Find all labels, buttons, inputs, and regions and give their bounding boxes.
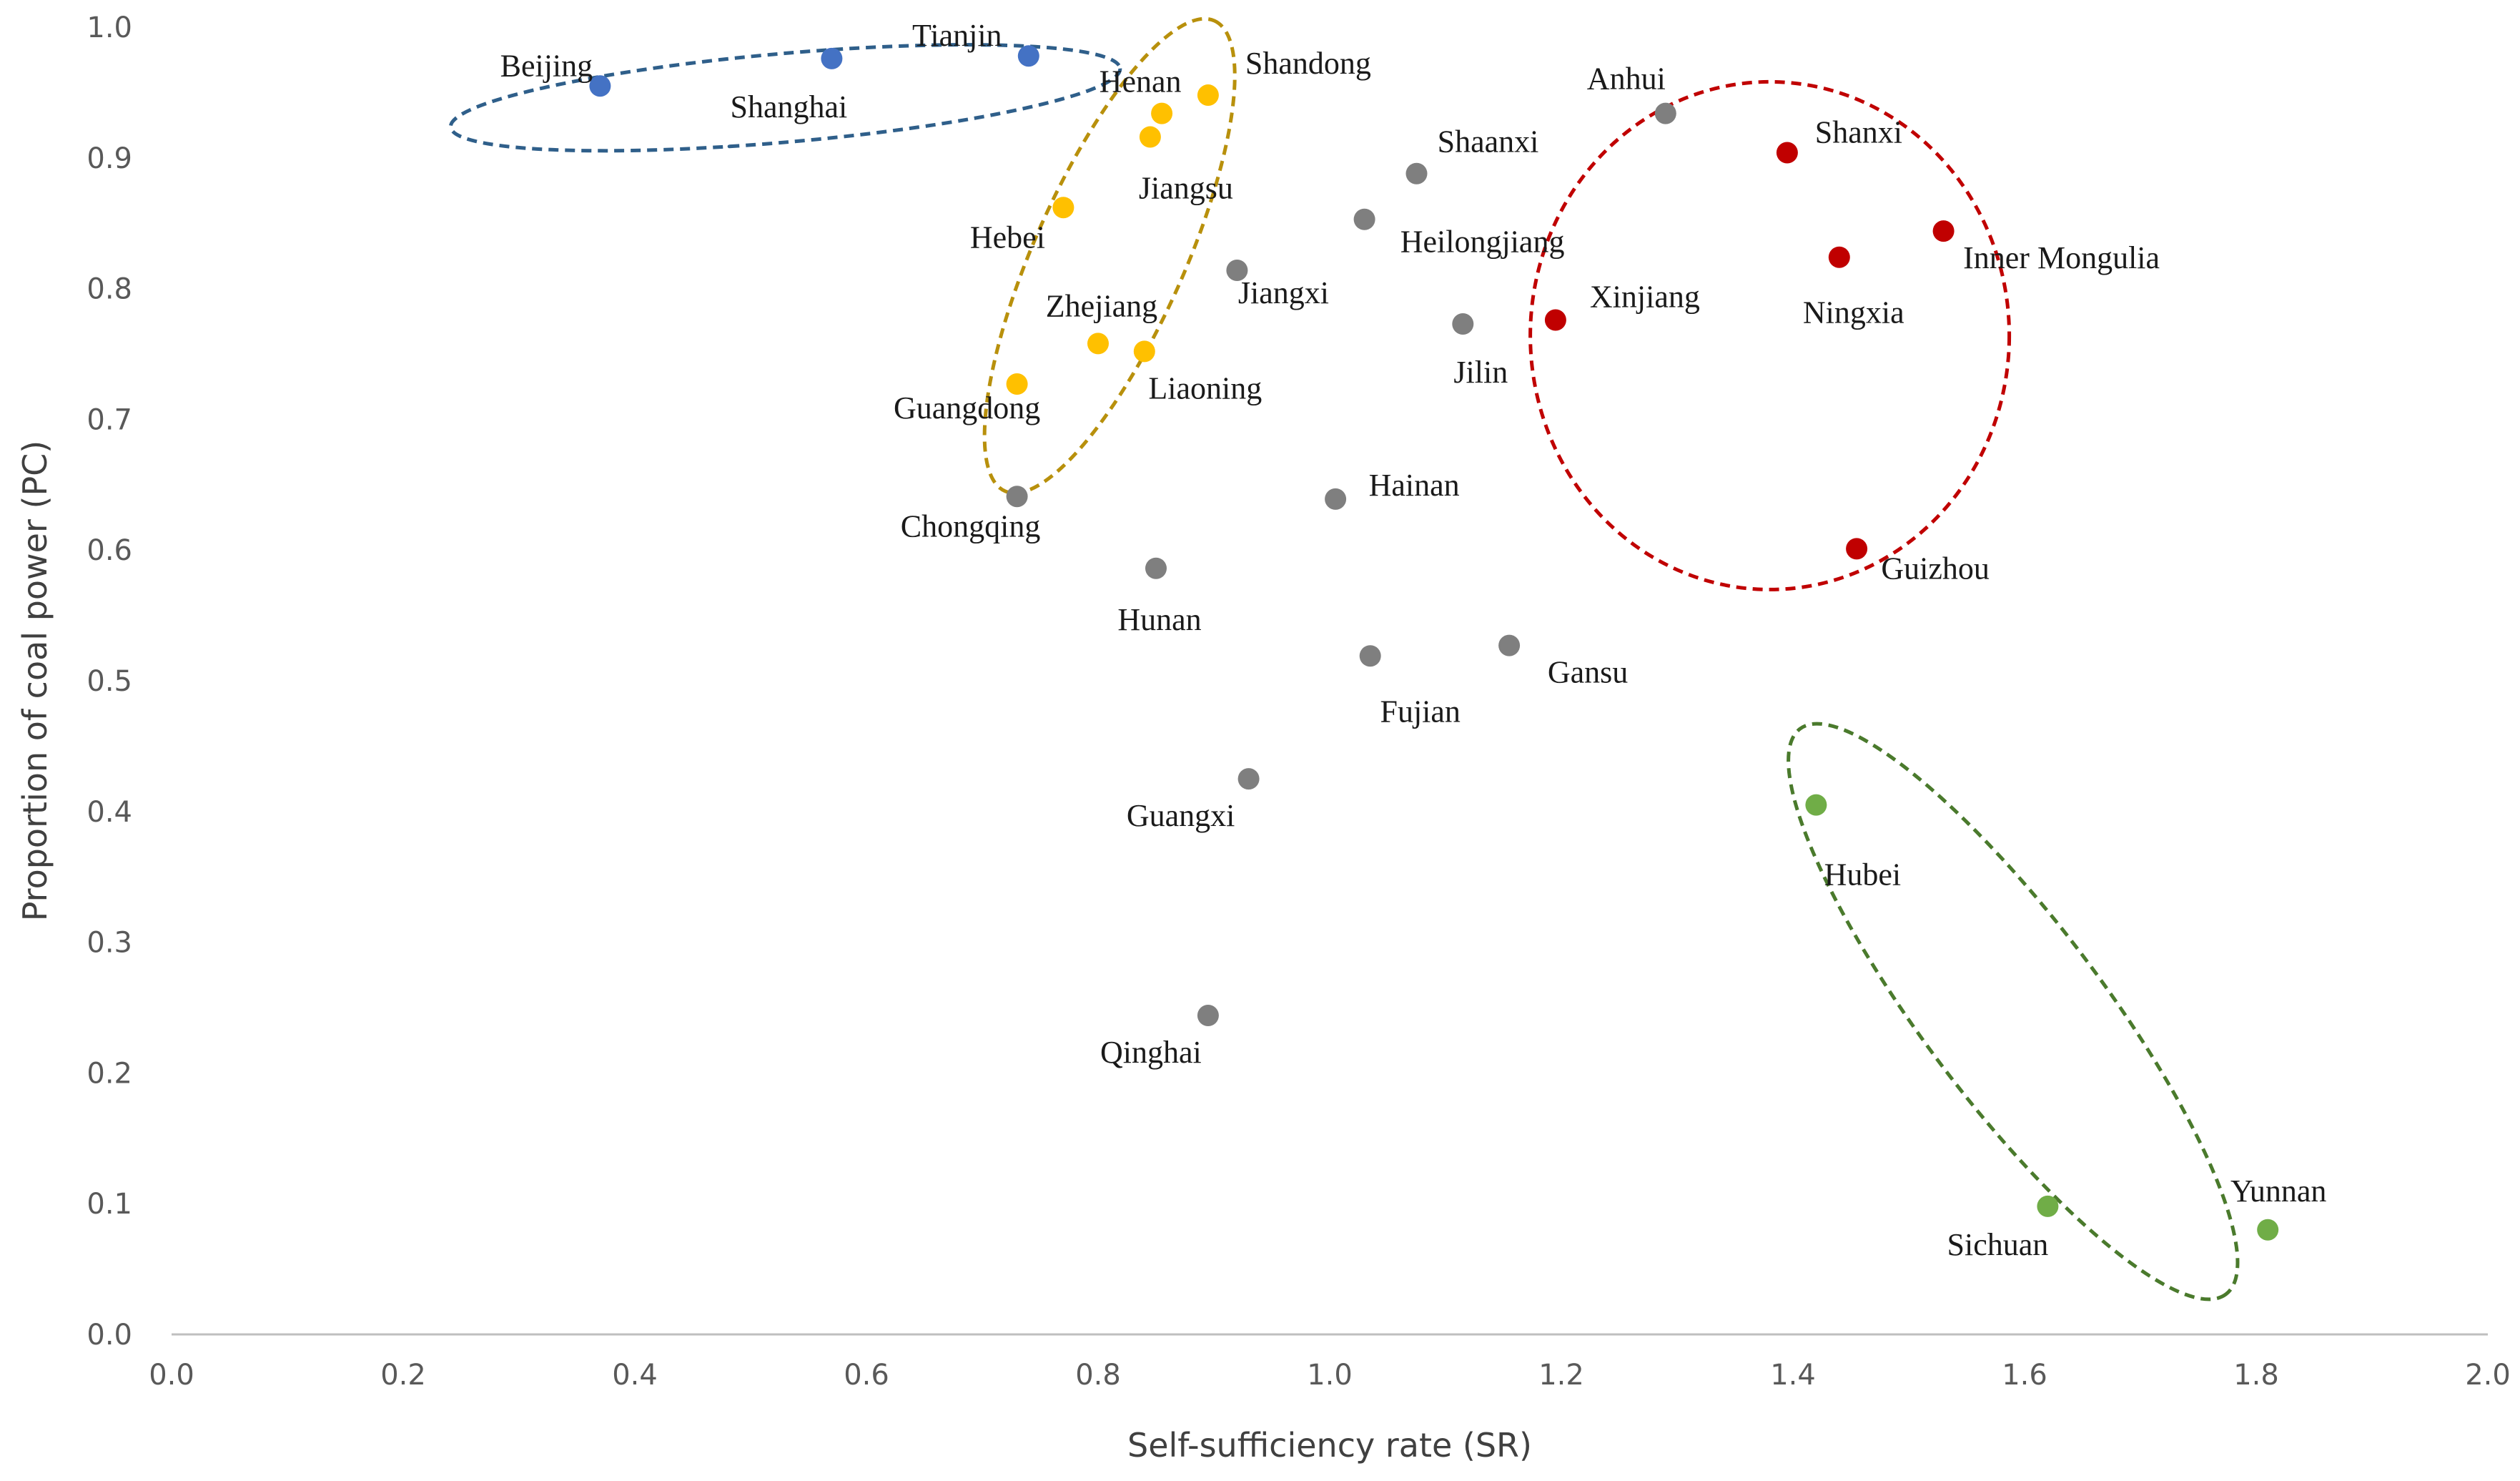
point-hunan [1145,558,1167,579]
label-henan: Henan [1100,64,1182,99]
label-shanghai: Shanghai [731,89,848,124]
x-tick-label: 0.8 [1075,1359,1121,1392]
point-fujian [1360,645,1381,666]
point-heilongjiang [1354,209,1375,230]
group-ellipses [447,0,2298,1348]
point-xinjiang [1545,309,1566,330]
label-anhui: Anhui [1587,61,1666,97]
point-sichuan [2037,1196,2058,1217]
label-ningxia: Ningxia [1803,295,1904,330]
label-guangxi: Guangxi [1127,798,1235,833]
point-shanghai [821,48,842,69]
point-liaoning [1134,340,1155,362]
label-jiangxi: Jiangxi [1238,275,1329,310]
label-jiangsu: Jiangsu [1139,171,1233,206]
point-anhui [1655,103,1676,124]
label-shandong: Shandong [1245,46,1371,81]
y-axis-title: Proportion of coal power (PC) [16,441,54,922]
x-tick-label: 1.4 [1770,1359,1816,1392]
x-tick-label: 1.8 [2233,1359,2279,1392]
point-guizhou [1846,538,1867,559]
y-tick-label: 0.9 [87,142,132,175]
y-tick-label: 0.0 [87,1319,132,1352]
y-tick-label: 1.0 [87,11,132,44]
point-gansu [1498,635,1520,656]
y-tick-label: 0.3 [87,927,132,960]
point-labels: Beijing Shanghai Tianjin Shandong Henan Jiang… [500,18,2327,1262]
chart-canvas: 0.0 0.2 0.4 0.6 0.8 1.0 1.2 1.4 1.6 1.8 2.0 0.0 0.1… [0,0,2520,1481]
x-tick-label: 0.6 [844,1359,889,1392]
label-yunnan: Yunnan [2230,1174,2326,1209]
point-zhejiang [1087,333,1109,354]
point-jiangsu [1140,127,1161,148]
label-hainan: Hainan [1369,468,1460,503]
label-shanxi: Shanxi [1815,114,1902,149]
x-tick-label: 1.6 [2002,1359,2047,1392]
label-hebei: Hebei [970,220,1045,255]
x-tick-label: 0.2 [380,1359,426,1392]
label-shaanxi: Shaanxi [1438,124,1539,159]
x-tick-label: 1.0 [1307,1359,1353,1392]
point-jilin [1452,313,1473,335]
point-qinghai [1197,1005,1219,1026]
point-tianjin [1018,45,1039,67]
point-yunnan [2257,1219,2278,1241]
point-henan [1151,103,1172,124]
point-hubei [1805,794,1827,816]
x-tick-label: 0.0 [149,1359,194,1392]
x-axis-title: Self-sufficiency rate (SR) [1127,1426,1532,1465]
label-tianjin: Tianjin [912,18,1002,53]
y-tick-label: 0.5 [87,665,132,698]
label-qinghai: Qinghai [1100,1035,1202,1070]
label-inner-mongulia: Inner Mongulia [1963,240,2160,275]
point-guangxi [1238,768,1260,789]
point-inner-mongulia [1933,220,1955,242]
label-zhejiang: Zhejiang [1046,288,1157,323]
label-gansu: Gansu [1548,655,1628,690]
label-guizhou: Guizhou [1881,551,1990,586]
label-fujian: Fujian [1380,694,1460,729]
x-tick-label: 0.4 [612,1359,658,1392]
point-ningxia [1829,247,1850,268]
y-tick-label: 0.8 [87,273,132,306]
label-guangdong: Guangdong [894,390,1040,425]
x-tick-label: 1.2 [1538,1359,1584,1392]
label-heilongjiang: Heilongjiang [1400,225,1565,260]
label-sichuan: Sichuan [1947,1227,2049,1262]
label-hubei: Hubei [1824,857,1902,892]
label-beijing: Beijing [500,48,593,83]
label-xinjiang: Xinjiang [1590,279,1700,314]
y-tick-labels: 0.0 0.1 0.2 0.3 0.4 0.5 0.6 0.7 0.8 0.9 1.0 [87,11,132,1352]
y-tick-label: 0.7 [87,403,132,436]
red-group-ellipse [1531,82,2010,589]
point-hainan [1325,488,1346,510]
y-tick-label: 0.4 [87,796,132,829]
label-jilin: Jilin [1453,355,1508,390]
scatter-chart: 0.0 0.2 0.4 0.6 0.8 1.0 1.2 1.4 1.6 1.8 2.0 0.0 0.1… [0,0,2520,1481]
x-tick-label: 2.0 [2465,1359,2511,1392]
y-tick-label: 0.6 [87,534,132,567]
x-tick-labels: 0.0 0.2 0.4 0.6 0.8 1.0 1.2 1.4 1.6 1.8 2.0 [149,1359,2511,1392]
label-liaoning: Liaoning [1148,370,1262,405]
label-hunan: Hunan [1117,602,1201,637]
y-tick-label: 0.2 [87,1057,132,1090]
label-chongqing: Chongqing [901,508,1041,543]
point-shanxi [1777,142,1798,163]
y-tick-label: 0.1 [87,1188,132,1221]
point-shaanxi [1406,163,1428,184]
point-shandong [1197,84,1219,106]
point-chongqing [1007,486,1028,507]
point-hebei [1052,197,1074,218]
